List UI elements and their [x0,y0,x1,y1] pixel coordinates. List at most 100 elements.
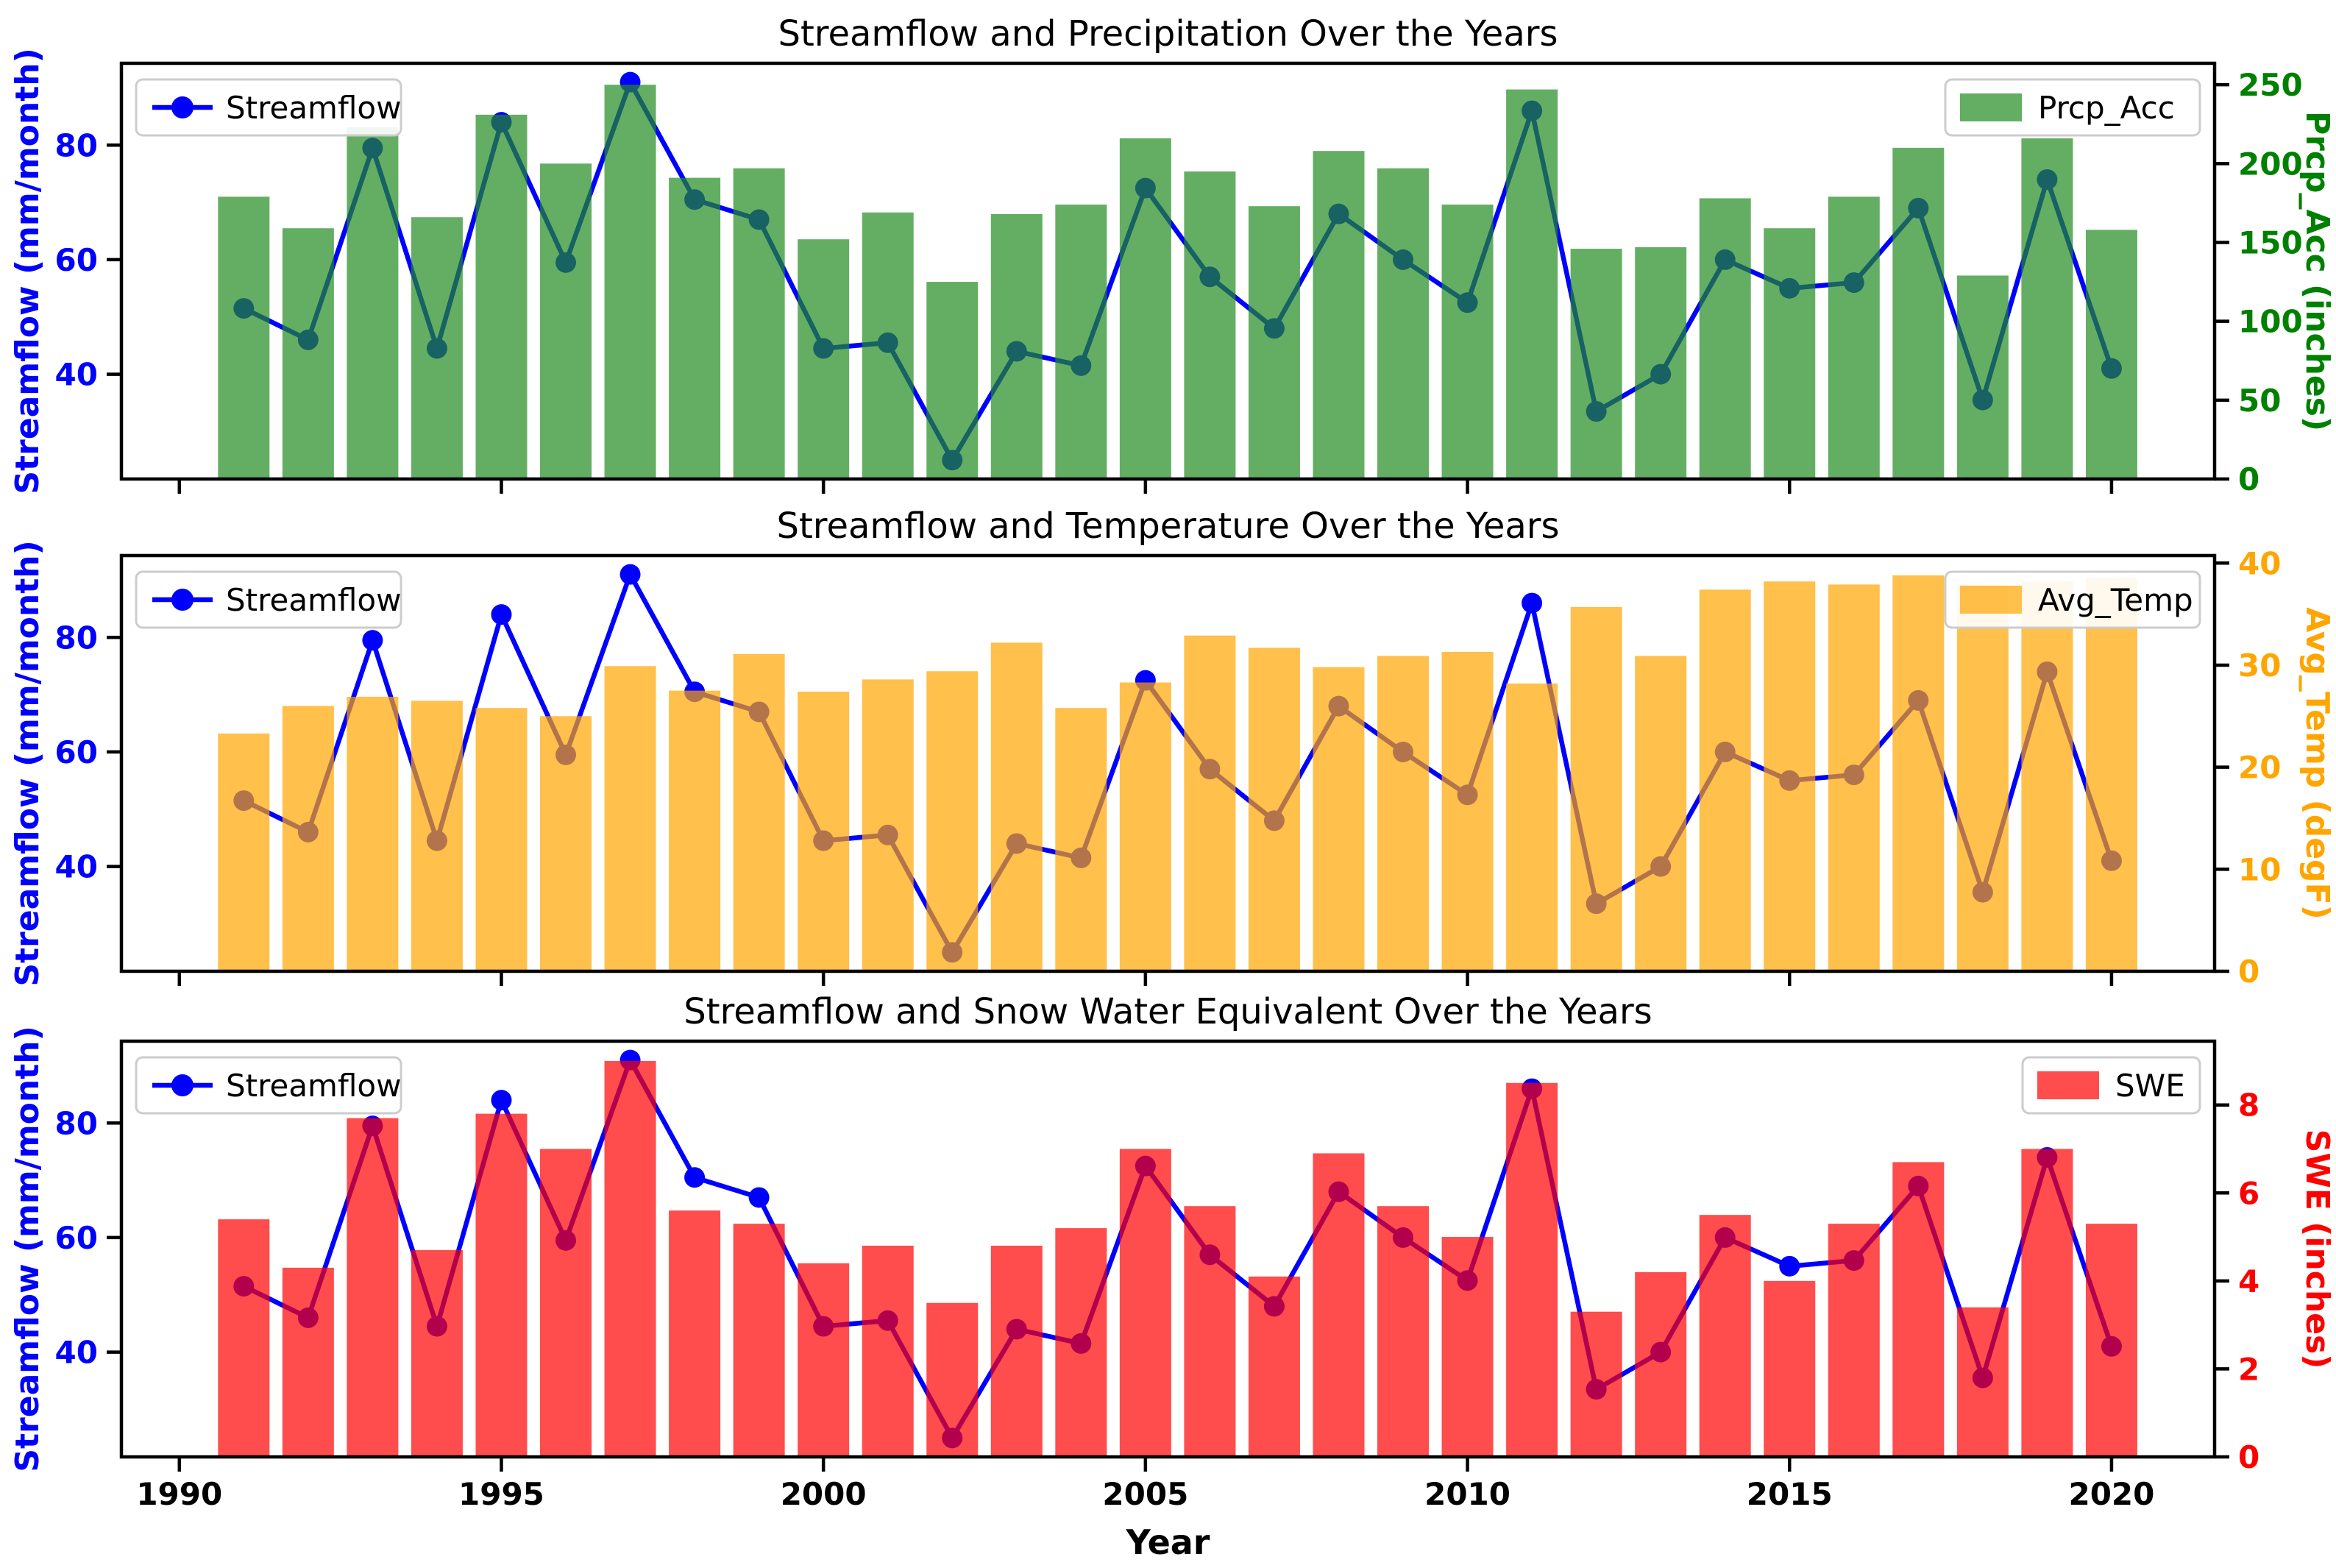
left-tick-label-40: 40 [55,849,98,885]
legend-avg_temp: Avg_Temp [1944,570,2201,629]
bar-1997 [604,85,656,480]
streamflow-marker-1995 [491,604,512,625]
bar-1997 [604,666,656,971]
bar-1991 [218,733,270,971]
left-tick-label-40: 40 [55,1335,98,1371]
bar-1995 [475,1113,528,1457]
right-axis-label: Prcp_Acc (inches) [2298,111,2336,431]
bar-1991 [218,196,270,479]
bar-2006 [1184,1206,1236,1457]
bar-2007 [1248,206,1300,479]
bar-2001 [862,212,914,479]
right-tick-label-6: 6 [2238,1175,2259,1211]
bar-2020 [2085,578,2137,971]
bar-2005 [1119,682,1171,971]
bar-2012 [1570,606,1622,971]
x-axis-label: Year [1125,1522,1210,1562]
streamflow-marker-1993 [362,630,383,651]
x-tick-label-2015: 2015 [1747,1476,1833,1512]
legend-marker-icon [171,1074,194,1096]
legend-prcp_acc: Prcp_Acc [1944,78,2201,137]
bar-2013 [1635,656,1687,971]
bar-2011 [1506,683,1558,971]
bar-2013 [1635,1271,1687,1457]
bar-2011 [1506,89,1558,479]
right-tick-label-50: 50 [2238,383,2281,419]
bar-1993 [347,1118,399,1457]
bar-2000 [798,239,850,479]
bar-2019 [2021,138,2073,479]
bar-2005 [1119,138,1171,479]
bar-2014 [1699,198,1751,479]
legend-patch-icon [2037,1071,2099,1099]
streamflow-marker-1997 [619,564,641,585]
right-tick-label-0: 0 [2238,1439,2259,1475]
legend-label-streamflow: Streamflow [226,1068,401,1104]
right-tick-label-4: 4 [2238,1263,2259,1299]
right-tick-label-200: 200 [2238,146,2303,182]
bar-2006 [1184,171,1236,479]
streamflow-marker-1999 [748,1187,770,1208]
bar-2007 [1248,1276,1300,1457]
x-tick-label-1995: 1995 [458,1476,544,1512]
bar-1997 [604,1060,656,1457]
bar-2014 [1699,589,1751,971]
bar-2017 [1892,1162,1945,1457]
legend-label-swe: SWE [2115,1068,2185,1104]
bar-2013 [1635,246,1687,479]
bar-1992 [282,228,334,479]
bar-2008 [1313,667,1365,971]
axes-frame [119,553,2217,973]
x-tick-label-2005: 2005 [1102,1476,1188,1512]
bar-2009 [1377,168,1430,480]
right-tick-label-40: 40 [2238,545,2281,581]
right-tick-label-100: 100 [2238,304,2303,340]
bar-2001 [862,679,914,971]
x-tick-label-1990: 1990 [136,1476,222,1512]
left-tick-label-80: 80 [55,127,98,163]
bar-2015 [1764,1280,1816,1457]
legend-patch-icon [1960,93,2022,121]
bar-2004 [1055,708,1107,971]
legend-patch-icon [1960,586,2022,614]
bar-1998 [669,690,721,971]
right-tick-label-30: 30 [2238,648,2281,684]
bar-2017 [1892,575,1945,971]
bar-2000 [798,692,850,971]
bar-2002 [926,1302,979,1457]
bar-2004 [1055,1228,1107,1457]
bar-2003 [990,642,1043,971]
legend-box [135,1056,402,1115]
legend-marker-icon [171,96,194,118]
streamflow-marker-1995 [491,1090,512,1111]
bar-1991 [218,1219,270,1457]
bar-2006 [1184,635,1236,971]
left-tick-label-80: 80 [55,1105,98,1141]
bar-1993 [347,696,399,971]
bar-1992 [282,1267,334,1457]
x-tick-label-2000: 2000 [781,1476,867,1512]
legend-streamflow: Streamflow [135,570,402,629]
bar-1995 [475,708,528,971]
legend-label-streamflow: Streamflow [226,90,401,126]
bar-1998 [669,1210,721,1457]
x-tick-label-2010: 2010 [1424,1476,1510,1512]
bar-2019 [2021,581,2073,971]
bar-2000 [798,1263,850,1457]
right-tick-label-8: 8 [2238,1088,2259,1124]
legend-box [135,78,402,137]
bar-1998 [669,177,721,479]
bar-2012 [1570,1311,1622,1457]
left-tick-label-80: 80 [55,620,98,656]
legend-swe: SWE [2021,1056,2201,1115]
bar-1994 [411,217,463,479]
bar-2020 [2085,1224,2137,1457]
bar-1995 [475,114,528,479]
bar-2008 [1313,151,1365,480]
bar-2009 [1377,1206,1430,1457]
streamflow-marker-1998 [684,1167,706,1188]
bar-1996 [540,163,592,479]
left-tick-label-60: 60 [55,734,98,770]
left-tick-label-40: 40 [55,357,98,393]
